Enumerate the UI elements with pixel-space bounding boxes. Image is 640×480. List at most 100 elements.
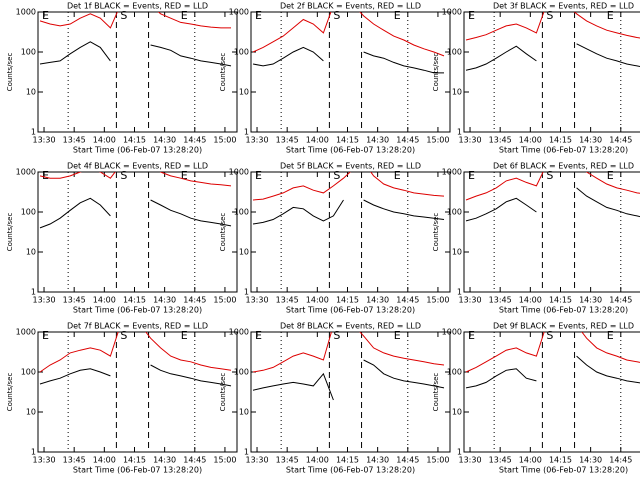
chart-title: Det 9f BLACK = Events, RED = LLD	[493, 322, 634, 331]
annotation: S	[120, 329, 127, 342]
x-tick-label: 13:45	[63, 456, 86, 465]
y-tick-label: 1000	[16, 8, 36, 17]
chart-title: Det 4f BLACK = Events, RED = LLD	[67, 162, 208, 171]
series-line	[465, 12, 640, 41]
chart-title: Det 8f BLACK = Events, RED = LLD	[280, 322, 421, 331]
series-line	[39, 172, 232, 187]
x-tick-label: 14:30	[579, 296, 602, 305]
panel: Det 5f BLACK = Events, RED = LLD 1 10 100 10…	[219, 162, 451, 315]
chart-title: Det 3f BLACK = Events, RED = LLD	[493, 2, 634, 11]
panel: Det 1f BLACK = Events, RED = LLD 1 10 100 10…	[6, 2, 238, 155]
y-axis-label: Counts/sec	[432, 373, 440, 412]
panel: Det 6f BLACK = Events, RED = LLD 1 10 100 10…	[432, 162, 640, 315]
y-tick-label: 100	[21, 48, 36, 57]
chart-title: Det 5f BLACK = Events, RED = LLD	[280, 162, 421, 171]
series-line	[252, 332, 445, 373]
series-line	[465, 355, 640, 389]
y-axis-label: Counts/sec	[219, 213, 227, 252]
annotation: E	[607, 329, 614, 342]
x-tick-label: 14:00	[519, 456, 542, 465]
x-tick-label: 13:30	[32, 456, 55, 465]
x-tick-label: 13:45	[63, 136, 86, 145]
x-tick-label: 14:00	[306, 456, 329, 465]
x-tick-label: 13:45	[489, 456, 512, 465]
y-tick-label: 10	[239, 88, 249, 97]
x-tick-label: 13:45	[276, 136, 299, 145]
annotation: S	[546, 9, 553, 22]
series-line	[252, 12, 445, 57]
annotation: E	[181, 9, 188, 22]
x-tick-label: 13:30	[32, 136, 55, 145]
y-tick-label: 10	[452, 408, 462, 417]
x-tick-label: 14:30	[153, 136, 176, 145]
x-tick-label: 14:15	[123, 136, 146, 145]
x-tick-label: 14:15	[549, 136, 572, 145]
x-tick-label: 14:45	[609, 136, 632, 145]
series-line	[252, 199, 445, 225]
x-tick-label: 13:30	[458, 136, 481, 145]
x-axis-label: Start Time (06-Feb-07 13:28:20)	[499, 306, 628, 315]
panel: Det 7f BLACK = Events, RED = LLD 1 10 100 10…	[6, 322, 238, 475]
annotation: E	[468, 9, 475, 22]
y-tick-label: 1	[457, 128, 462, 137]
series-line	[39, 364, 232, 387]
chart-title: Det 1f BLACK = Events, RED = LLD	[67, 2, 208, 11]
panel: Det 2f BLACK = Events, RED = LLD 1 10 100 10…	[219, 2, 451, 155]
annotation: S	[333, 329, 340, 342]
annotation: E	[181, 169, 188, 182]
annotation: E	[42, 329, 49, 342]
x-tick-label: 13:45	[276, 456, 299, 465]
x-tick-label: 14:15	[549, 456, 572, 465]
x-tick-label: 14:45	[609, 296, 632, 305]
y-tick-label: 1	[244, 448, 249, 457]
annotation: E	[181, 329, 188, 342]
x-tick-label: 13:30	[458, 456, 481, 465]
y-axis-label: Counts/sec	[219, 53, 227, 92]
y-tick-label: 1000	[442, 168, 462, 177]
x-tick-label: 14:00	[306, 296, 329, 305]
x-tick-label: 14:30	[579, 136, 602, 145]
series-line	[465, 172, 640, 201]
annotation: S	[333, 9, 340, 22]
x-tick-label: 14:45	[609, 456, 632, 465]
x-tick-label: 14:00	[306, 136, 329, 145]
y-tick-label: 10	[452, 88, 462, 97]
x-tick-label: 13:30	[245, 136, 268, 145]
x-tick-label: 14:45	[396, 136, 419, 145]
x-axis-label: Start Time (06-Feb-07 13:28:20)	[73, 306, 202, 315]
annotation: S	[120, 9, 127, 22]
x-tick-label: 14:00	[93, 456, 116, 465]
y-tick-label: 1000	[229, 328, 249, 337]
x-axis-label: Start Time (06-Feb-07 13:28:20)	[499, 146, 628, 155]
plot-frame	[250, 331, 451, 453]
plot-frame	[250, 11, 451, 133]
x-axis-label: Start Time (06-Feb-07 13:28:20)	[499, 466, 628, 475]
y-axis-label: Counts/sec	[6, 373, 14, 412]
annotation: E	[607, 169, 614, 182]
x-tick-label: 14:45	[396, 456, 419, 465]
annotation: S	[546, 329, 553, 342]
series-line	[39, 332, 232, 373]
y-axis-label: Counts/sec	[6, 53, 14, 92]
y-tick-label: 1	[457, 448, 462, 457]
annotation: S	[120, 169, 127, 182]
y-tick-label: 1	[244, 128, 249, 137]
x-tick-label: 14:30	[153, 296, 176, 305]
y-tick-label: 10	[239, 248, 249, 257]
x-tick-label: 14:00	[519, 136, 542, 145]
x-tick-label: 15:00	[213, 136, 236, 145]
plot-frame	[37, 11, 238, 133]
y-tick-label: 1000	[229, 8, 249, 17]
y-tick-label: 100	[234, 208, 249, 217]
y-tick-label: 100	[234, 48, 249, 57]
y-tick-label: 10	[26, 408, 36, 417]
x-axis-label: Start Time (06-Feb-07 13:28:20)	[286, 306, 415, 315]
y-tick-label: 1	[31, 128, 36, 137]
annotation: E	[42, 9, 49, 22]
y-tick-label: 10	[452, 248, 462, 257]
x-tick-label: 13:45	[63, 296, 86, 305]
series-line	[39, 197, 232, 229]
x-tick-label: 15:00	[426, 456, 449, 465]
y-tick-label: 100	[21, 368, 36, 377]
x-tick-label: 13:45	[489, 296, 512, 305]
